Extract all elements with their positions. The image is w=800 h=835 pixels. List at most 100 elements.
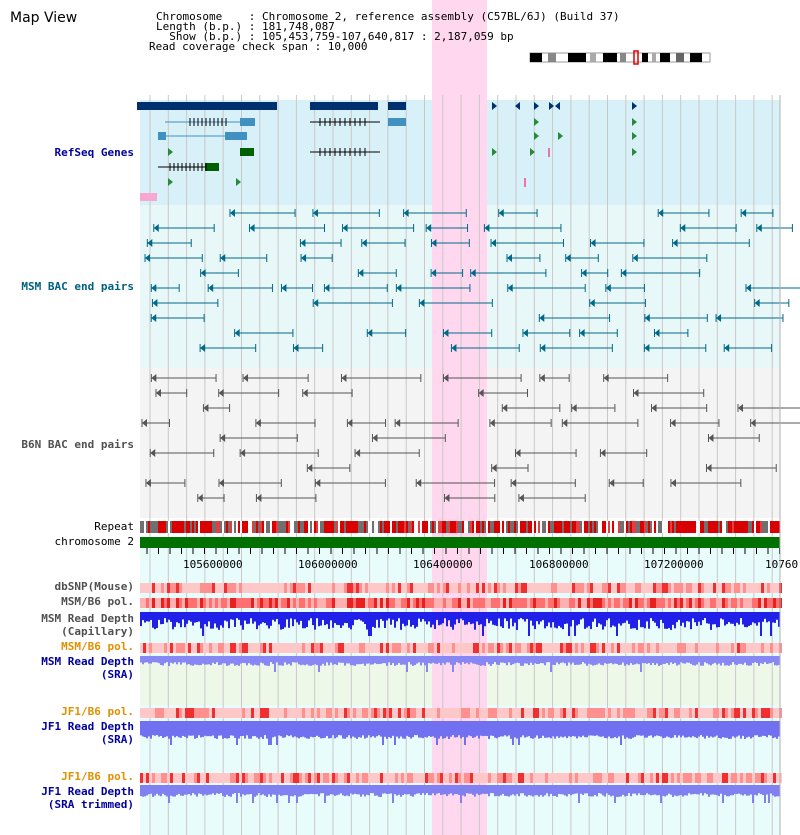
jf1-depth-sra-label-1[interactable]: JF1 Read Depth (41, 720, 134, 733)
heat-cell (566, 643, 569, 653)
msm-bac-label[interactable]: MSM BAC end pairs (21, 280, 134, 293)
depth-bar (318, 656, 320, 672)
heat-cell (608, 643, 611, 653)
heat-cell (314, 773, 317, 783)
depth-bar (502, 785, 504, 794)
heat-cell (497, 598, 500, 608)
depth-bar (418, 656, 420, 663)
dbsnp-label[interactable]: dbSNP(Mouse) (54, 580, 134, 593)
heat-cell (650, 773, 653, 783)
heat-cell (338, 598, 341, 608)
depth-bar (618, 785, 620, 797)
heat-cell (446, 583, 449, 593)
heat-cell (428, 583, 431, 593)
jf1-b6-pol-2-label[interactable]: JF1/B6 pol. (61, 770, 134, 783)
depth-bar (560, 721, 562, 737)
bac-arrow (632, 254, 638, 262)
heat-cell (200, 643, 203, 653)
repeat-cell (656, 521, 658, 533)
depth-bar (630, 721, 632, 739)
heat-cell (344, 598, 347, 608)
heat-cell (293, 708, 296, 718)
depth-bar (210, 656, 212, 666)
heat-cell (206, 643, 209, 653)
repeat-cell (600, 521, 602, 533)
depth-bar (650, 656, 652, 666)
depth-bar (316, 656, 318, 666)
heat-cell (170, 708, 173, 718)
repeat-cell (424, 521, 426, 533)
refseq-genes-label[interactable]: RefSeq Genes (54, 146, 134, 159)
depth-bar (264, 612, 266, 624)
bac-arrow (151, 314, 157, 322)
repeat-cell (254, 521, 256, 533)
bac-arrow (539, 374, 545, 382)
depth-bar (488, 721, 490, 739)
jf1-b6-pol-1-label[interactable]: JF1/B6 pol. (61, 705, 134, 718)
depth-bar (678, 612, 680, 620)
heat-cell (587, 643, 590, 653)
depth-bar (296, 785, 298, 803)
heat-cell (467, 773, 470, 783)
heat-cell (305, 583, 308, 593)
repeat-cell (764, 521, 766, 533)
repeat-cell (626, 521, 628, 533)
depth-bar (170, 721, 172, 745)
msm-depth-sra-label-1[interactable]: MSM Read Depth (41, 655, 134, 668)
repeat-cell (322, 521, 324, 533)
depth-bar (558, 612, 560, 626)
heat-cell (344, 708, 347, 718)
depth-bar (174, 785, 176, 797)
heat-cell (206, 708, 209, 718)
depth-bar (702, 785, 704, 796)
depth-bar (650, 721, 652, 736)
heat-cell (425, 708, 428, 718)
heat-cell (200, 708, 203, 718)
depth-bar (412, 656, 414, 666)
msm-depth-cap-label-1[interactable]: MSM Read Depth (41, 612, 134, 625)
depth-bar (658, 785, 660, 796)
heat-cell (530, 643, 533, 653)
depth-bar (710, 721, 712, 737)
depth-bar (588, 612, 590, 627)
repeat-label[interactable]: Repeat (94, 520, 134, 533)
heat-cell (152, 708, 155, 718)
depth-bar (576, 656, 578, 665)
heat-cell (350, 643, 353, 653)
chromosome-label[interactable]: chromosome 2 (54, 535, 134, 548)
heat-cell (245, 583, 248, 593)
msm-b6-pol-1-label[interactable]: MSM/B6 pol. (61, 595, 134, 608)
depth-bar (358, 721, 360, 738)
depth-bar (670, 612, 672, 630)
depth-bar (232, 721, 234, 736)
repeat-cell (546, 521, 548, 533)
depth-bar (352, 721, 354, 737)
msm-b6-pol-2-label[interactable]: MSM/B6 pol. (61, 640, 134, 653)
depth-bar (478, 656, 480, 666)
depth-bar (312, 656, 314, 666)
heat-cell (605, 708, 608, 718)
heat-cell (641, 773, 644, 783)
heat-cell (287, 708, 290, 718)
jf1-depth-trim-label-1[interactable]: JF1 Read Depth (41, 785, 134, 798)
repeat-cell (406, 521, 408, 533)
heat-cell (695, 708, 698, 718)
depth-bar (414, 612, 416, 629)
heat-cell (188, 708, 191, 718)
bac-arrow (491, 239, 497, 247)
depth-bar (372, 612, 374, 627)
heat-cell (350, 773, 353, 783)
repeat-cell (522, 521, 524, 533)
heat-cell (662, 708, 665, 718)
heat-cell (683, 773, 686, 783)
b6n-bac-label[interactable]: B6N BAC end pairs (21, 438, 134, 451)
heat-cell (167, 708, 170, 718)
depth-bar (550, 721, 552, 739)
heat-cell (224, 598, 227, 608)
depth-bar (576, 721, 578, 739)
depth-bar (366, 656, 368, 664)
heat-cell (188, 773, 191, 783)
repeat-cell (750, 521, 752, 533)
depth-bar (332, 721, 334, 736)
